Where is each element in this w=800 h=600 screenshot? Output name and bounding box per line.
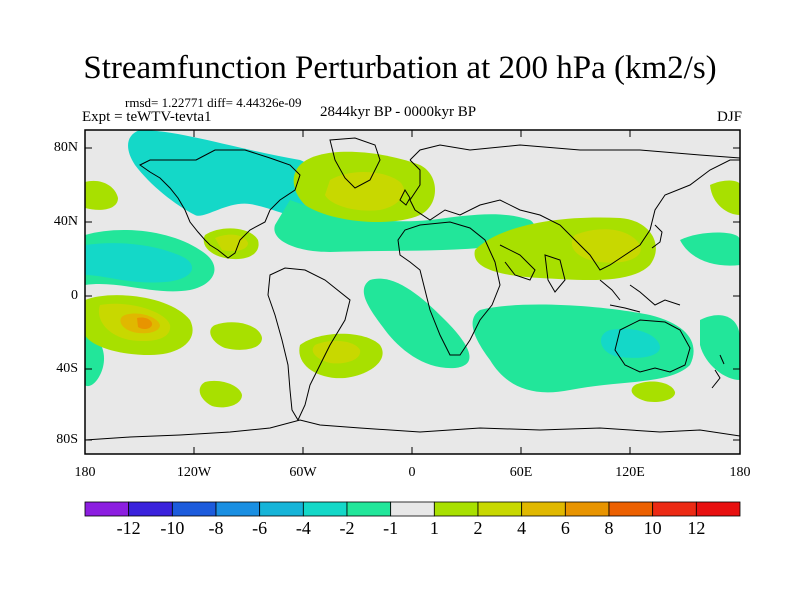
colorbar-box	[84, 501, 130, 517]
contour-neg-north-pacific	[128, 130, 329, 217]
contour-pos-south-america-core	[312, 340, 361, 364]
colorbar-box	[171, 501, 217, 517]
colorbar-label: 4	[517, 518, 527, 538]
coast-south-america	[267, 267, 351, 422]
colorbar-label: 2	[473, 518, 483, 538]
lon-label-0: 0	[408, 465, 416, 480]
period-label: 2844kyr BP - 0000kyr BP	[320, 104, 477, 120]
colorbar-box	[302, 501, 348, 517]
stats-text: rmsd= 1.22771 diff= 4.44326e-09	[125, 95, 302, 110]
lat-label-80s: 80S	[56, 432, 78, 447]
contour-pos-gulf-core	[215, 234, 248, 252]
contour-neg-indian-ocean	[472, 304, 694, 393]
contour-pos-south-indian	[631, 381, 676, 402]
colorbar-box	[433, 501, 479, 517]
contour-neg-west-pacific	[700, 315, 740, 380]
lon-label-60e: 60E	[509, 465, 533, 480]
contour-neg-east-pacific-core	[85, 243, 193, 283]
colorbar-box	[128, 501, 173, 517]
colorbar-box	[390, 501, 435, 517]
colorbar-label: -12	[116, 518, 141, 538]
colorbar-label: 12	[687, 518, 706, 538]
coastlines	[85, 137, 740, 441]
contour-pos-north-pacific-east	[710, 180, 740, 215]
colorbar-label: 10	[643, 518, 662, 538]
colorbar-box	[608, 501, 654, 517]
colorbar-label: 1	[429, 518, 439, 538]
axis-ticks	[84, 130, 741, 454]
colorbar-box	[521, 501, 566, 517]
lat-label-80n: 80N	[53, 140, 78, 155]
colorbar-box	[477, 501, 523, 517]
coast-antarctica	[85, 419, 740, 441]
colorbar-label: 8	[604, 518, 614, 538]
lon-label-60w: 60W	[289, 465, 317, 480]
colorbar-box	[695, 501, 741, 517]
colorbar-box	[346, 501, 392, 517]
lon-label-120e: 120E	[615, 465, 645, 480]
contour-fields	[85, 130, 740, 408]
lat-label-40n: 40N	[53, 214, 78, 229]
lat-label-0: 0	[71, 288, 78, 303]
colorbar-box	[564, 501, 610, 517]
lon-label-180e: 180	[729, 465, 751, 480]
coast-japan	[651, 224, 663, 249]
coast-southeast-asia	[599, 279, 681, 313]
coast-new-zealand	[711, 354, 725, 389]
colorbar-box	[215, 501, 261, 517]
colorbar-label: -10	[160, 518, 185, 538]
lat-label-40s: 40S	[56, 361, 78, 376]
colorbar-box	[259, 501, 304, 517]
colorbar-label: -6	[252, 518, 268, 538]
experiment-label: Expt = teWTV-tevta1	[82, 109, 212, 125]
coast-europe-asia	[409, 144, 740, 271]
coast-africa	[397, 221, 501, 356]
colorbar-label: -1	[383, 518, 399, 538]
colorbar-box	[652, 501, 697, 517]
contour-neg-atlantic-band	[274, 200, 535, 252]
contour-pos-south-pacific-peak	[137, 317, 153, 330]
colorbar-label: -2	[339, 518, 355, 538]
colorbar-label: 6	[560, 518, 570, 538]
coast-australia	[614, 319, 691, 373]
colorbar-label: -4	[295, 518, 311, 538]
contour-pos-north-atlantic-core	[325, 171, 404, 211]
season-label: DJF	[716, 109, 742, 125]
contour-neg-south-atlantic	[363, 278, 470, 369]
coast-arabia-india	[499, 244, 566, 293]
colorbar-label: -8	[208, 518, 224, 538]
coast-north-america	[139, 149, 301, 259]
colorbar	[84, 501, 741, 517]
lon-label-120w: 120W	[176, 465, 212, 480]
coast-greenland	[329, 137, 381, 189]
coast-uk	[399, 188, 411, 206]
contour-pos-north-pacific-west	[85, 180, 118, 210]
contour-neg-asia-north	[680, 232, 740, 266]
lon-label-180w: 180	[74, 465, 96, 480]
chart-title: Streamfunction Perturbation at 200 hPa (…	[83, 50, 717, 86]
contour-pos-south-central-pacific	[210, 322, 262, 350]
contour-pos-south-east-pacific	[199, 380, 242, 408]
